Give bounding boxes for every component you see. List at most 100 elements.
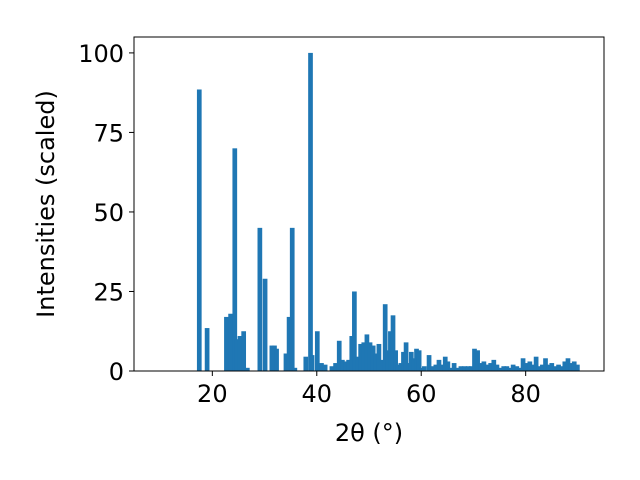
x-tick-label: 80 xyxy=(510,380,541,408)
bar xyxy=(510,364,516,371)
bar xyxy=(556,364,561,371)
bar xyxy=(517,367,523,371)
bar xyxy=(478,363,484,371)
bar xyxy=(571,361,577,371)
bar xyxy=(292,367,298,371)
bar xyxy=(361,342,367,371)
bar xyxy=(329,366,335,371)
y-tick-label: 75 xyxy=(93,119,124,147)
bar xyxy=(358,343,363,371)
bar xyxy=(527,361,533,371)
bars-group xyxy=(196,52,580,372)
bar xyxy=(408,351,414,371)
bar xyxy=(232,148,238,371)
y-tick-label: 25 xyxy=(93,278,124,306)
bar xyxy=(398,363,404,371)
bar xyxy=(462,366,467,371)
bar xyxy=(565,358,571,371)
bar xyxy=(481,361,487,371)
bar xyxy=(309,355,315,371)
bar xyxy=(442,356,448,371)
bar xyxy=(403,342,409,371)
bar xyxy=(436,359,442,371)
bar xyxy=(419,367,425,371)
bar xyxy=(346,359,351,371)
bar xyxy=(562,361,568,371)
y-tick-label: 50 xyxy=(93,199,124,227)
bar xyxy=(540,364,545,371)
bar xyxy=(530,364,536,371)
bar xyxy=(336,340,342,371)
bar xyxy=(533,356,539,371)
bar xyxy=(303,356,309,371)
bar xyxy=(364,334,370,371)
bar xyxy=(469,366,474,371)
bar xyxy=(497,367,503,371)
bar xyxy=(458,366,464,371)
x-tick-label: 60 xyxy=(406,380,437,408)
bar xyxy=(367,342,373,371)
bar xyxy=(559,366,565,371)
bar xyxy=(333,363,338,371)
bar xyxy=(241,331,247,371)
bar xyxy=(308,52,313,372)
bar xyxy=(340,359,345,371)
bar xyxy=(234,339,240,371)
y-tick-label: 0 xyxy=(109,358,124,386)
bar xyxy=(262,278,268,371)
bar xyxy=(274,348,279,371)
bar xyxy=(352,291,357,371)
bar xyxy=(257,227,263,371)
bar xyxy=(343,361,348,371)
bar xyxy=(575,364,580,371)
bar xyxy=(393,350,398,371)
bar xyxy=(465,366,471,371)
bar xyxy=(422,366,427,371)
bar xyxy=(430,366,436,371)
bar xyxy=(501,366,507,371)
bar xyxy=(269,345,275,371)
bar xyxy=(388,331,393,371)
bar xyxy=(475,350,480,371)
x-axis-label: 2θ (°) xyxy=(335,419,403,447)
bar xyxy=(411,358,417,371)
bar xyxy=(196,89,202,372)
bar xyxy=(426,355,432,371)
bar xyxy=(237,336,243,371)
bar xyxy=(514,366,520,371)
bar xyxy=(376,343,382,371)
bar xyxy=(390,315,396,371)
bar xyxy=(488,363,494,371)
bar xyxy=(283,353,289,371)
bar xyxy=(472,348,477,371)
bar xyxy=(382,304,388,371)
bar xyxy=(370,345,376,371)
bar xyxy=(244,367,250,371)
bar xyxy=(546,364,551,371)
bar xyxy=(433,364,439,371)
bar xyxy=(322,364,328,371)
bar xyxy=(536,366,542,371)
bar xyxy=(286,316,292,371)
bar xyxy=(204,328,210,371)
bar xyxy=(416,350,422,371)
axes-frame xyxy=(133,36,605,372)
y-ticks-group: 0 25 50 75 100 xyxy=(78,40,134,386)
bar xyxy=(504,366,510,371)
x-tick-label: 20 xyxy=(197,380,228,408)
bar xyxy=(454,367,460,371)
bar xyxy=(494,364,500,371)
bar xyxy=(319,363,324,371)
x-tick-label: 40 xyxy=(302,380,333,408)
y-axis-label: Intensities (scaled) xyxy=(32,90,60,318)
bar xyxy=(228,313,233,371)
bar xyxy=(373,353,379,371)
bar xyxy=(401,351,406,371)
bar xyxy=(448,367,454,371)
x-ticks-group: 20 40 60 80 xyxy=(197,371,541,408)
bar xyxy=(395,364,401,371)
bar xyxy=(543,358,548,371)
bar xyxy=(507,367,513,371)
bar xyxy=(289,227,295,371)
